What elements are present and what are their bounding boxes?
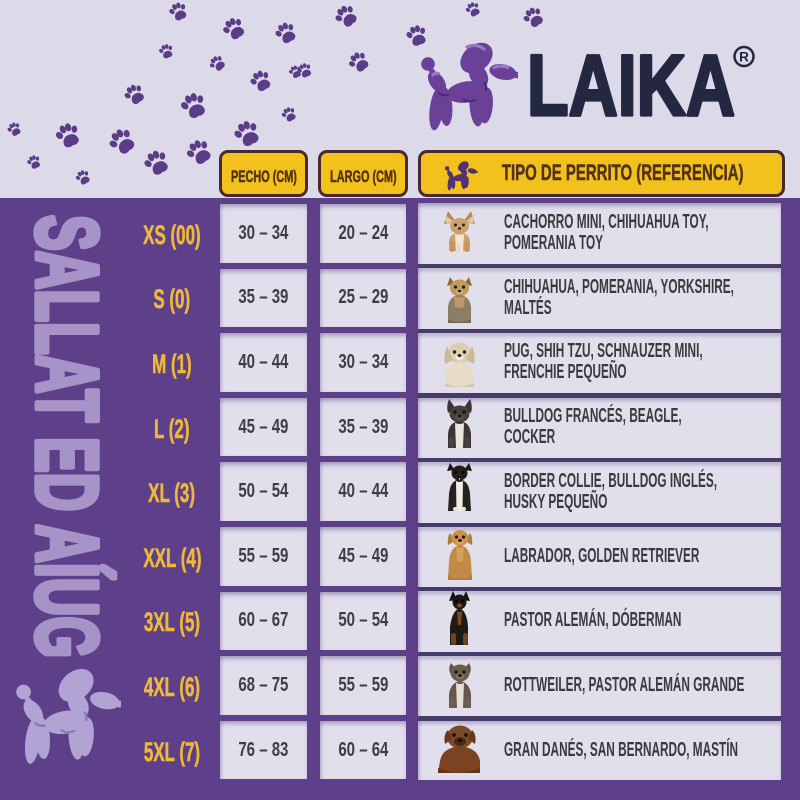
svg-text:R: R (739, 50, 749, 65)
svg-text:LAIKA: LAIKA (527, 40, 735, 134)
svg-text:SALLAT ED AÍUG: SALLAT ED AÍUG (18, 215, 115, 658)
